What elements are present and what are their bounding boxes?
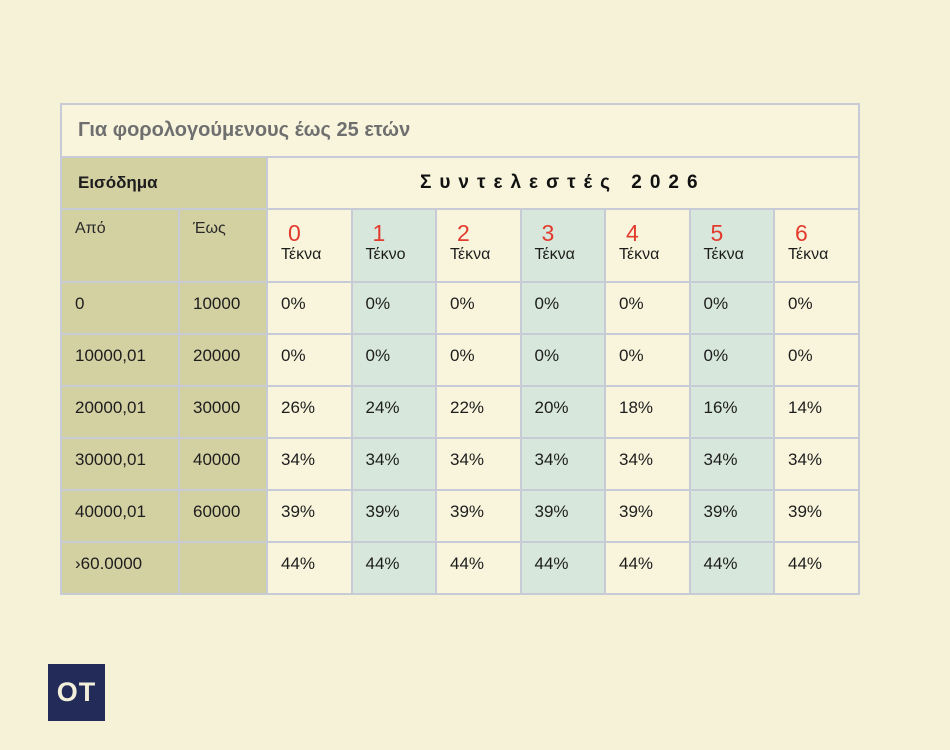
rate-cell: 0% [435, 333, 522, 387]
children-count: 4 [626, 220, 639, 246]
rate-cell: 0% [688, 333, 775, 387]
children-count: 5 [710, 220, 724, 246]
rate-cell: 0% [266, 281, 353, 335]
children-count: 3 [541, 220, 555, 246]
rate-cell: 39% [519, 489, 606, 543]
income-from-cell: 20000,01 [60, 385, 180, 439]
children-column-header: 5 Τέκνα [688, 208, 775, 283]
rate-cell: 39% [773, 489, 860, 543]
table-row: 0 10000 0% 0% 0% 0% 0% 0% 0% [60, 281, 860, 335]
children-column-header: 4 Τέκνα [604, 208, 691, 283]
income-from-cell: 30000,01 [60, 437, 180, 491]
rate-cell: 44% [604, 541, 691, 595]
rate-cell: 34% [773, 437, 860, 491]
table-row: 40000,01 60000 39% 39% 39% 39% 39% 39% 39% [60, 489, 860, 543]
income-to-cell: 30000 [178, 385, 268, 439]
rate-cell: 34% [435, 437, 522, 491]
table-row: ›60.0000 44% 44% 44% 44% 44% 44% 44% [60, 541, 860, 595]
rate-cell: 44% [688, 541, 775, 595]
group-header-row: Εισόδημα Συντελεστές 2026 [60, 156, 860, 210]
rate-cell: 0% [773, 281, 860, 335]
rate-cell: 39% [350, 489, 437, 543]
children-count: 1 [372, 220, 386, 246]
rate-cell: 34% [604, 437, 691, 491]
rate-cell: 0% [519, 281, 606, 335]
children-count: 2 [457, 220, 470, 246]
tax-rates-table: Για φορολογούμενους έως 25 ετών Εισόδημα… [60, 103, 860, 595]
children-column-header: 3 Τέκνα [519, 208, 606, 283]
children-label: Τέκνα [534, 246, 575, 264]
children-label: Τέκνα [619, 246, 660, 264]
table-title-row: Για φορολογούμενους έως 25 ετών [60, 103, 860, 158]
children-column-header: 0 Τέκνα [266, 208, 353, 283]
rate-cell: 0% [519, 333, 606, 387]
income-from-cell: 0 [60, 281, 180, 335]
rate-cell: 34% [350, 437, 437, 491]
rate-cell: 39% [435, 489, 522, 543]
rate-cell: 39% [266, 489, 353, 543]
children-column-header: 1 Τέκνο [350, 208, 437, 283]
rate-cell: 44% [519, 541, 606, 595]
rate-cell: 20% [519, 385, 606, 439]
rate-cell: 22% [435, 385, 522, 439]
income-to-cell [178, 541, 268, 595]
income-from-cell: 10000,01 [60, 333, 180, 387]
income-from-header: Από [60, 208, 180, 283]
children-label: Τέκνα [281, 246, 322, 264]
children-label: Τέκνο [365, 246, 406, 264]
table-row: 10000,01 20000 0% 0% 0% 0% 0% 0% 0% [60, 333, 860, 387]
rate-cell: 34% [519, 437, 606, 491]
rate-cell: 0% [688, 281, 775, 335]
income-from-cell: 40000,01 [60, 489, 180, 543]
table-title: Για φορολογούμενους έως 25 ετών [60, 103, 860, 158]
rate-cell: 0% [350, 333, 437, 387]
rate-cell: 0% [266, 333, 353, 387]
rate-cell: 26% [266, 385, 353, 439]
ot-logo: OT [48, 664, 105, 721]
rate-cell: 14% [773, 385, 860, 439]
table-row: 30000,01 40000 34% 34% 34% 34% 34% 34% 34% [60, 437, 860, 491]
ot-logo-text: OT [56, 677, 97, 707]
rate-cell: 39% [604, 489, 691, 543]
rate-cell: 16% [688, 385, 775, 439]
income-to-cell: 40000 [178, 437, 268, 491]
rate-cell: 24% [350, 385, 437, 439]
rate-cell: 39% [688, 489, 775, 543]
income-from-cell: ›60.0000 [60, 541, 180, 595]
rate-cell: 0% [604, 333, 691, 387]
children-label: Τέκνα [450, 246, 491, 264]
rate-cell: 34% [266, 437, 353, 491]
rate-cell: 44% [350, 541, 437, 595]
income-group-header: Εισόδημα [60, 156, 268, 210]
rate-cell: 0% [350, 281, 437, 335]
rates-group-header: Συντελεστές 2026 [266, 156, 860, 210]
children-label: Τέκνα [788, 246, 829, 264]
rate-cell: 34% [688, 437, 775, 491]
rate-cell: 18% [604, 385, 691, 439]
children-count: 0 [288, 220, 301, 246]
rate-cell: 0% [773, 333, 860, 387]
table-row: 20000,01 30000 26% 24% 22% 20% 18% 16% 14% [60, 385, 860, 439]
tax-table-body: 0 10000 0% 0% 0% 0% 0% 0% 0% 10000,01 20000 0% 0% 0% 0… [60, 281, 860, 595]
rate-cell: 44% [435, 541, 522, 595]
children-header-row: Από Έως 0 Τέκνα 1 Τέκνο 2 Τέκνα 3 Τέκνα 4 Τέκνα 5 Τ… [60, 208, 860, 283]
children-column-header: 6 Τέκνα [773, 208, 860, 283]
income-to-cell: 10000 [178, 281, 268, 335]
rate-cell: 0% [604, 281, 691, 335]
income-to-cell: 20000 [178, 333, 268, 387]
children-label: Τέκνα [703, 246, 744, 264]
rate-cell: 44% [266, 541, 353, 595]
income-to-cell: 60000 [178, 489, 268, 543]
rate-cell: 44% [773, 541, 860, 595]
children-count: 6 [795, 220, 808, 246]
rate-cell: 0% [435, 281, 522, 335]
income-to-header: Έως [178, 208, 268, 283]
children-column-header: 2 Τέκνα [435, 208, 522, 283]
